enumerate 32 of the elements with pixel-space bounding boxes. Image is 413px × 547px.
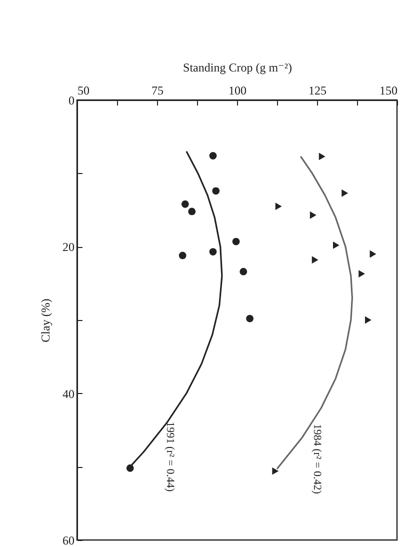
point [342,189,348,197]
point [364,316,372,324]
point [188,208,196,216]
point [209,248,217,256]
point [232,238,240,246]
x-tick-label: 125 [308,84,326,98]
x-tick-label: 50 [78,84,90,98]
annotation: 1984 (r² = 0.42) [311,424,323,494]
y-axis-title: Clay (%) [38,298,52,342]
point [332,241,340,249]
point [240,268,248,276]
point [275,202,282,210]
y-tick-label: 20 [62,240,74,254]
point [181,200,189,208]
point [272,467,279,475]
point [318,152,326,160]
annotation: 1991 (r² = 0.44) [164,422,176,492]
point [370,250,376,258]
point [178,252,186,260]
y-tick-label: 60 [62,534,74,547]
y-tick-label: 40 [62,386,74,401]
x-tick-label: 100 [228,84,246,98]
y-tick-label: 0 [68,94,74,108]
point [212,187,220,195]
point [358,270,366,278]
point [310,211,316,219]
point [209,152,217,160]
point [312,256,318,264]
x-axis-title: Standing Crop (g m⁻²) [183,60,292,74]
x-tick-label: 150 [380,84,398,98]
point [246,314,254,322]
x-tick-label: 75 [152,84,164,98]
